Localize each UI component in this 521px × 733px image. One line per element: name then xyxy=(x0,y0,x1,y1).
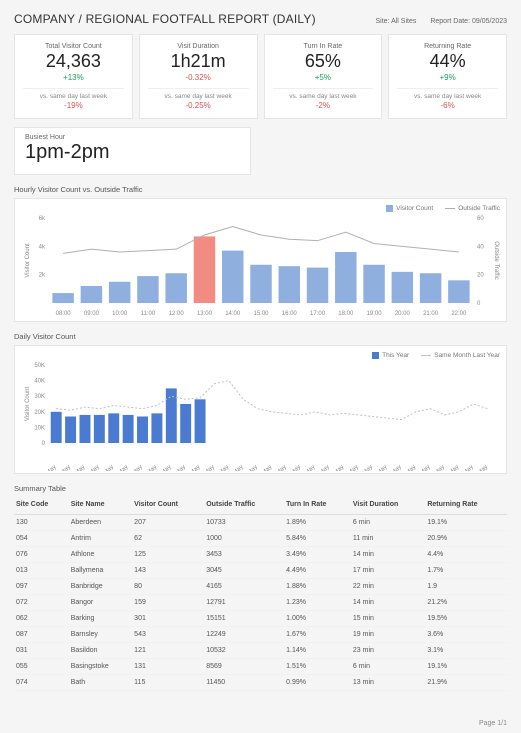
table-header: Returning Rate xyxy=(425,497,507,515)
kpi-value: 44% xyxy=(393,52,502,72)
svg-text:2k: 2k xyxy=(39,273,46,279)
svg-text:13:00: 13:00 xyxy=(197,311,213,317)
hourly-section: Hourly Visitor Count vs. Outside Traffic… xyxy=(14,185,507,322)
svg-text:Visitor Count: Visitor Count xyxy=(25,387,31,422)
svg-text:20: 20 xyxy=(477,273,484,279)
summary-table: Site CodeSite NameVisitor CountOutside T… xyxy=(14,497,507,691)
kpi-card: Total Visitor Count 24,363 +13% vs. same… xyxy=(14,34,133,119)
table-header: Outside Traffic xyxy=(204,497,284,515)
table-header: Turn In Rate xyxy=(284,497,351,515)
kpi-sub: vs. same day last week xyxy=(144,93,253,100)
svg-text:19:00: 19:00 xyxy=(367,311,383,317)
kpi-card: Visit Duration 1h21m -0.32% vs. same day… xyxy=(139,34,258,119)
kpi-change: -0.32% xyxy=(144,73,253,82)
hourly-legend: Visitor CountOutside Traffic xyxy=(21,205,500,212)
header-meta: Site: All Sites Report Date: 09/05/2023 xyxy=(364,18,507,25)
svg-text:0: 0 xyxy=(477,301,481,307)
daily-section: Daily Visitor Count This YearSame Month … xyxy=(14,332,507,474)
table-row: 074Bath115114500.99%13 min21.9% xyxy=(14,675,507,691)
hourly-chart: Visitor CountOutside Traffic 2k4k6k02040… xyxy=(14,198,507,322)
kpi-sub2: -0.25% xyxy=(144,101,253,110)
daily-legend: This YearSame Month Last Year xyxy=(21,352,500,359)
table-header: Visit Duration xyxy=(351,497,425,515)
svg-text:20:00: 20:00 xyxy=(395,311,411,317)
svg-text:16:00: 16:00 xyxy=(282,311,298,317)
kpi-value: 1h21m xyxy=(144,52,253,72)
table-title: Summary Table xyxy=(14,484,507,493)
table-section: Summary Table Site CodeSite NameVisitor … xyxy=(14,484,507,691)
kpi-sub: vs. same day last week xyxy=(19,93,128,100)
svg-text:10K: 10K xyxy=(34,426,45,432)
table-header: Site Code xyxy=(14,497,69,515)
busiest-label: Busiest Hour xyxy=(25,134,240,141)
svg-text:21:00: 21:00 xyxy=(423,311,439,317)
svg-text:40: 40 xyxy=(477,244,484,250)
table-row: 097Banbridge8041651.88%22 min1.9 xyxy=(14,579,507,595)
svg-text:50K: 50K xyxy=(34,363,45,369)
kpi-sub2: -19% xyxy=(19,101,128,110)
svg-text:20K: 20K xyxy=(34,410,45,416)
svg-text:60: 60 xyxy=(477,216,484,222)
table-header: Site Name xyxy=(69,497,132,515)
svg-text:40K: 40K xyxy=(34,379,45,385)
page-footer: Page 1/1 xyxy=(479,720,507,727)
svg-text:6k: 6k xyxy=(39,216,46,222)
report-header: COMPANY / REGIONAL FOOTFALL REPORT (DAIL… xyxy=(14,12,507,26)
kpi-sub2: -2% xyxy=(269,101,378,110)
table-row: 062Barking301151511.00%15 min19.5% xyxy=(14,611,507,627)
svg-text:09:00: 09:00 xyxy=(84,311,100,317)
table-row: 013Ballymena14330454.49%17 min1.7% xyxy=(14,563,507,579)
svg-text:18:00: 18:00 xyxy=(338,311,354,317)
svg-text:22:00: 22:00 xyxy=(451,311,467,317)
kpi-sub: vs. same day last week xyxy=(269,93,378,100)
hourly-title: Hourly Visitor Count vs. Outside Traffic xyxy=(14,185,507,194)
table-row: 087Barnsley543122491.67%19 min3.6% xyxy=(14,627,507,643)
daily-title: Daily Visitor Count xyxy=(14,332,507,341)
kpi-change: +9% xyxy=(393,73,502,82)
kpi-change: +5% xyxy=(269,73,378,82)
svg-text:15:00: 15:00 xyxy=(253,311,269,317)
svg-text:10:00: 10:00 xyxy=(112,311,128,317)
svg-text:Outside Traffic: Outside Traffic xyxy=(493,241,499,280)
svg-text:01 May: 01 May xyxy=(39,464,57,471)
kpi-card: Turn In Rate 65% +5% vs. same day last w… xyxy=(264,34,383,119)
svg-text:08:00: 08:00 xyxy=(56,311,72,317)
kpi-label: Visit Duration xyxy=(144,43,253,50)
kpi-sub: vs. same day last week xyxy=(393,93,502,100)
kpi-label: Total Visitor Count xyxy=(19,43,128,50)
page-title: COMPANY / REGIONAL FOOTFALL REPORT (DAIL… xyxy=(14,12,316,26)
site-label: Site: All Sites xyxy=(376,18,417,25)
kpi-label: Turn In Rate xyxy=(269,43,378,50)
kpi-change: +13% xyxy=(19,73,128,82)
table-header: Visitor Count xyxy=(132,497,204,515)
table-row: 054Antrim6210005.84%11 min20.9% xyxy=(14,531,507,547)
svg-text:11:00: 11:00 xyxy=(141,311,156,317)
kpi-card: Returning Rate 44% +9% vs. same day last… xyxy=(388,34,507,119)
svg-text:4k: 4k xyxy=(39,244,46,250)
busiest-hour-card: Busiest Hour 1pm-2pm xyxy=(14,127,251,175)
table-row: 031Basildon121105321.14%23 min3.1% xyxy=(14,643,507,659)
date-label: Report Date: 09/05/2023 xyxy=(430,18,507,25)
table-row: 072Bangor159127911.23%14 min21.2% xyxy=(14,595,507,611)
svg-text:Visitor Count: Visitor Count xyxy=(25,243,31,278)
svg-text:12:00: 12:00 xyxy=(169,311,185,317)
kpi-label: Returning Rate xyxy=(393,43,502,50)
daily-chart: This YearSame Month Last Year 0 10K 20K 30K… xyxy=(14,345,507,474)
kpi-sub2: -6% xyxy=(393,101,502,110)
table-row: 076Athlone12534533.49%14 min4.4% xyxy=(14,547,507,563)
svg-text:30K: 30K xyxy=(34,394,45,400)
table-row: 130Aberdeen207107331.89%6 min19.1% xyxy=(14,515,507,531)
kpi-value: 65% xyxy=(269,52,378,72)
svg-text:14:00: 14:00 xyxy=(225,311,241,317)
kpi-value: 24,363 xyxy=(19,52,128,72)
busiest-value: 1pm-2pm xyxy=(25,141,240,164)
table-row: 055Basingstoke13185691.51%6 min19.1% xyxy=(14,659,507,675)
svg-text:17:00: 17:00 xyxy=(310,311,326,317)
kpi-cards: Total Visitor Count 24,363 +13% vs. same… xyxy=(14,34,507,119)
svg-text:11 May: 11 May xyxy=(184,464,202,471)
svg-text:0: 0 xyxy=(42,441,46,447)
